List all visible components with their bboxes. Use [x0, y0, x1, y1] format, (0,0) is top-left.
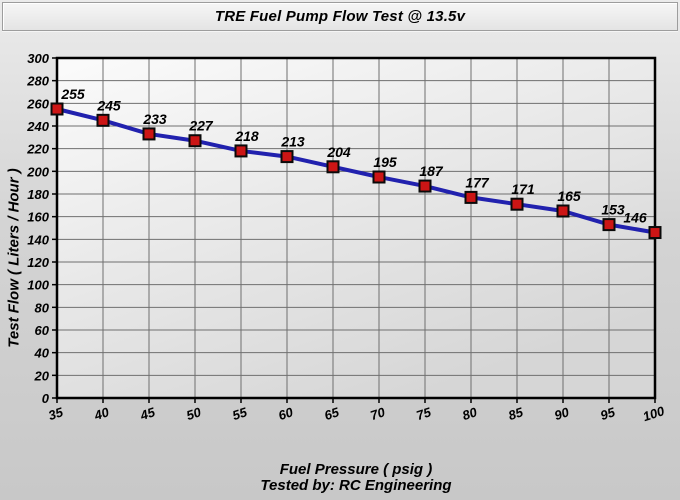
y-tick-label: 20 — [34, 368, 50, 383]
x-tick-label: 50 — [184, 404, 203, 423]
y-tick-label: 160 — [27, 210, 49, 225]
y-tick-label: 240 — [26, 119, 49, 134]
x-tick-label: 35 — [46, 404, 65, 423]
data-point-marker — [50, 102, 64, 116]
data-point-label: 165 — [557, 188, 581, 204]
data-point-marker — [142, 127, 156, 141]
y-tick-label: 40 — [34, 346, 50, 361]
x-tick-label: 40 — [91, 404, 111, 423]
line-plot-canvas: 35 40 45 50 55 60 65 70 75 80 85 90 95 100 0 20 40 60 80 10… — [26, 51, 667, 424]
x-tick-label: 70 — [368, 404, 387, 423]
x-tick-label: 80 — [460, 404, 479, 423]
data-point-marker — [464, 190, 478, 204]
data-point-label: 187 — [419, 163, 444, 179]
y-tick-label: 100 — [27, 278, 49, 293]
flow-data-line — [55, 107, 657, 235]
data-point-label: 213 — [280, 134, 305, 150]
y-tick-label: 0 — [42, 391, 50, 406]
chart-title-bar: TRE Fuel Pump Flow Test @ 13.5v — [2, 2, 678, 31]
data-point-label: 218 — [234, 128, 259, 144]
y-tick-label: 280 — [26, 74, 49, 89]
data-point-label: 177 — [465, 174, 490, 190]
data-point-marker — [280, 150, 294, 164]
y-tick-label: 180 — [27, 187, 49, 202]
x-tick-label: 45 — [137, 404, 157, 423]
x-tick-label: 65 — [322, 404, 341, 423]
data-point-marker — [418, 179, 432, 193]
chart-title: TRE Fuel Pump Flow Test @ 13.5v — [214, 8, 466, 25]
data-point-label: 204 — [326, 144, 351, 160]
y-tick-label: 300 — [27, 51, 49, 66]
data-point-marker — [556, 204, 570, 218]
data-point-label: 171 — [511, 181, 535, 197]
data-point-marker — [96, 113, 110, 127]
data-point-marker — [234, 144, 248, 158]
tested-by-note: Tested by: RC Engineering — [260, 477, 452, 494]
x-tick-label: 95 — [598, 404, 617, 423]
data-point-label: 233 — [142, 111, 167, 127]
x-tick-label: 100 — [641, 403, 667, 424]
y-tick-label: 60 — [35, 323, 50, 338]
y-axis-title: Test Flow ( Liters / Hour ) — [5, 168, 23, 348]
y-tick-label: 80 — [35, 300, 50, 315]
y-tick-label: 220 — [26, 142, 49, 157]
chart-area: 35 40 45 50 55 60 65 70 75 80 85 90 95 100 0 20 40 60 80 10… — [0, 30, 680, 500]
data-point-label: 195 — [373, 154, 397, 170]
data-point-label: 153 — [601, 202, 625, 218]
data-point-marker — [326, 160, 340, 174]
x-tick-label: 60 — [276, 404, 295, 423]
y-tick-label: 140 — [27, 232, 49, 247]
data-point-marker — [602, 218, 616, 232]
data-point-label: 255 — [60, 86, 85, 102]
data-point-marker — [648, 226, 662, 240]
data-point-label: 245 — [96, 97, 121, 113]
y-tick-label: 120 — [27, 255, 49, 270]
y-tick-label: 200 — [26, 164, 49, 179]
plot-background — [57, 58, 655, 398]
x-axis-title: Fuel Pressure ( psig ) — [279, 461, 433, 478]
x-tick-label: 55 — [230, 404, 249, 423]
data-point-marker — [188, 134, 202, 148]
x-tick-label: 85 — [506, 404, 525, 423]
data-point-label: 146 — [623, 210, 647, 226]
data-point-label: 227 — [188, 118, 214, 134]
data-point-marker — [372, 170, 386, 184]
x-tick-label: 75 — [414, 404, 433, 423]
x-tick-label: 90 — [552, 404, 571, 423]
data-point-marker — [510, 197, 524, 211]
y-tick-label: 260 — [26, 96, 49, 111]
